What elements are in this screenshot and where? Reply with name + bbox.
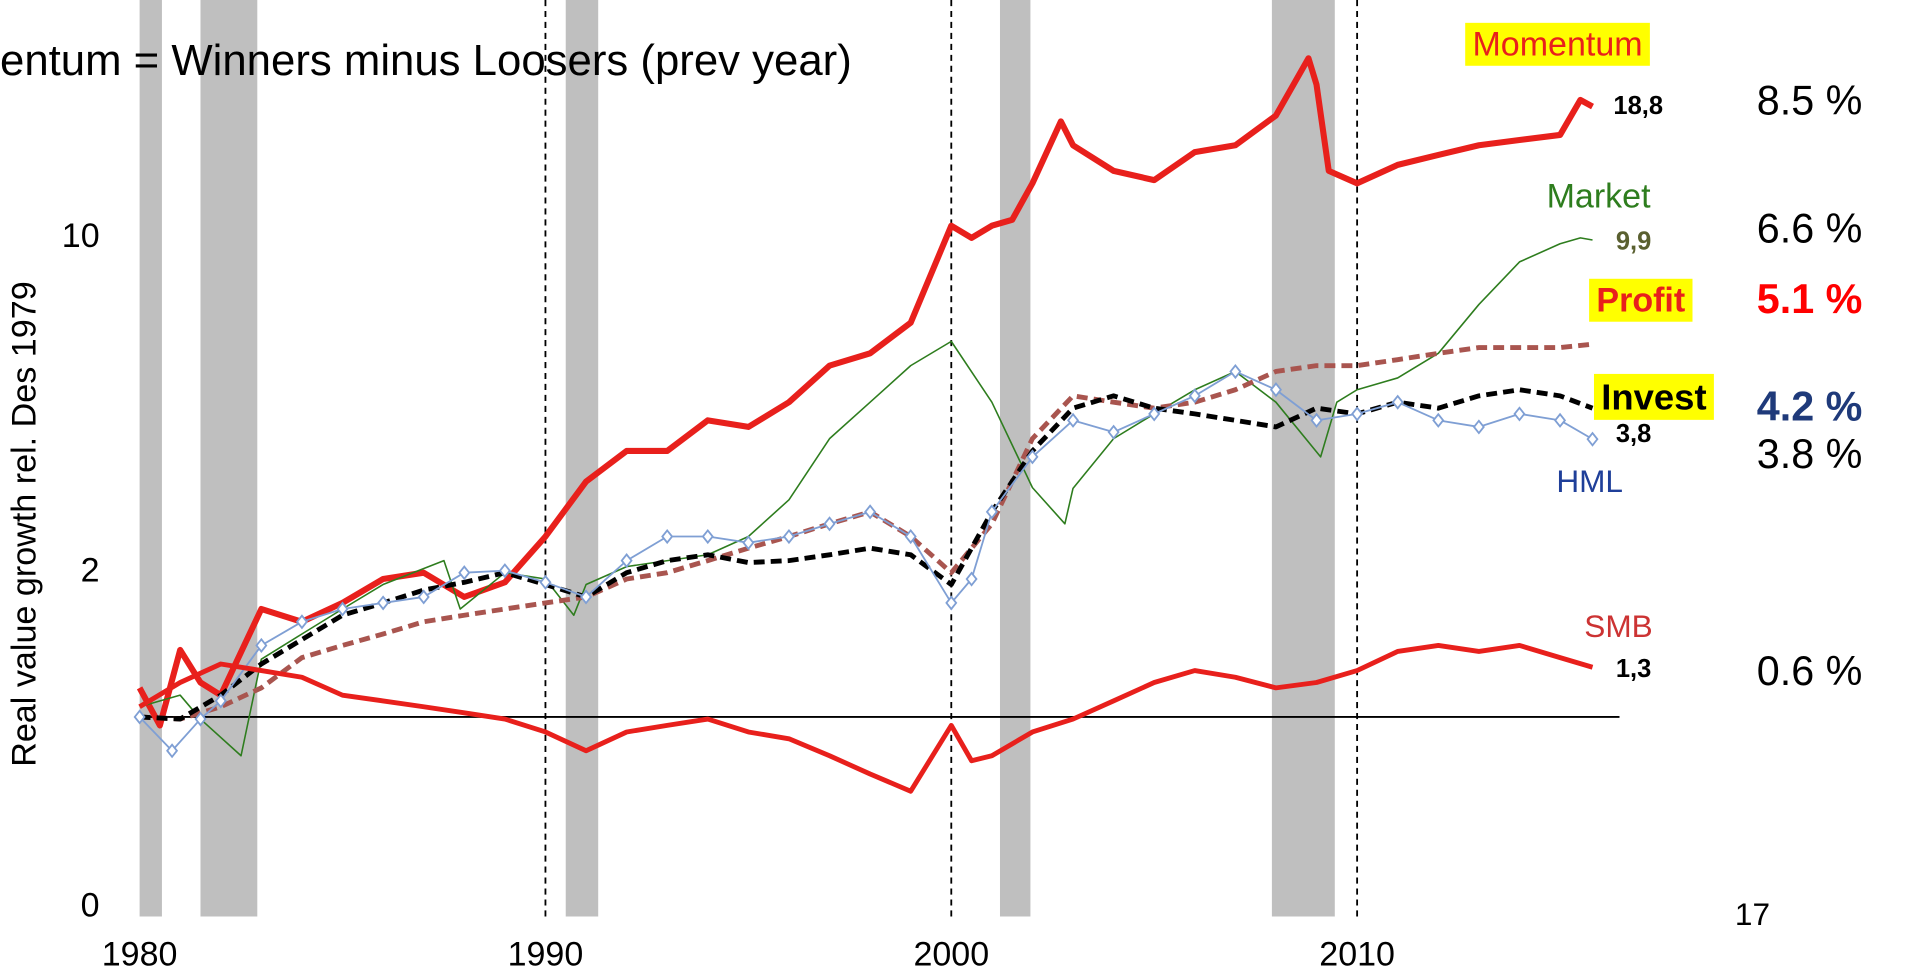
label-highlight <box>1465 22 1650 66</box>
end-value-label: 18,8 <box>1613 92 1663 120</box>
marker <box>336 601 349 617</box>
series-layer <box>133 55 1599 794</box>
marker <box>458 565 471 581</box>
series-label: Momentum <box>1472 25 1642 63</box>
series-label: HML <box>1556 463 1623 499</box>
marker <box>580 589 593 605</box>
y-tick-label: 2 <box>81 552 100 590</box>
annotation: 4.2 % <box>1757 383 1863 429</box>
y-tick-label: 10 <box>62 217 100 255</box>
series-label: Invest <box>1601 376 1706 417</box>
annotation: 6.6 % <box>1757 205 1863 251</box>
y-tick-label: 0 <box>81 887 100 925</box>
marker <box>1148 406 1161 422</box>
marker <box>661 528 674 545</box>
x-tick-label: 2000 <box>913 936 989 974</box>
marker <box>1391 394 1404 410</box>
marker <box>255 637 268 654</box>
annotation: 0.6 % <box>1757 648 1863 694</box>
marker <box>1586 431 1599 447</box>
marker <box>498 563 511 579</box>
marker <box>1026 449 1039 465</box>
end-value-label: 9,9 <box>1616 227 1651 255</box>
marker <box>823 516 836 532</box>
label-highlight <box>1589 278 1693 322</box>
marker <box>620 553 633 569</box>
annotation: 5.1 % <box>1757 276 1863 322</box>
label-highlight <box>1593 373 1714 420</box>
annotation: 3.8 % <box>1757 431 1863 477</box>
marker <box>1269 382 1282 398</box>
y-axis-label: Real value growth rel. Des 1979 <box>6 281 44 766</box>
marker <box>1107 424 1120 440</box>
series-line <box>139 237 1593 757</box>
marker <box>539 574 552 590</box>
marker <box>1310 412 1323 428</box>
marker <box>701 528 714 545</box>
series-line <box>138 643 1594 794</box>
chart-title: entum = Winners minus Loosers (prev year… <box>0 36 852 85</box>
marker <box>1067 412 1080 428</box>
marker <box>1432 412 1445 428</box>
marker <box>133 709 146 725</box>
marker <box>1229 363 1242 380</box>
marker <box>742 535 755 551</box>
marker <box>904 528 917 545</box>
series-line <box>136 55 1594 729</box>
text-layer: entum = Winners minus Loosers (prev year… <box>0 22 1863 974</box>
marker <box>295 614 308 630</box>
marker <box>985 504 998 520</box>
end-value-label: 3,8 <box>1616 420 1651 448</box>
marker <box>945 595 958 611</box>
marker <box>1188 388 1201 404</box>
marker <box>1472 419 1485 435</box>
marker <box>1554 412 1567 428</box>
bands <box>137 0 1620 917</box>
end-value-label: 1,3 <box>1616 655 1651 683</box>
marker <box>864 504 877 520</box>
series-label: Market <box>1547 178 1651 216</box>
marker <box>965 571 978 587</box>
marker <box>1351 406 1364 422</box>
marker <box>782 528 795 545</box>
marker <box>214 693 227 709</box>
series-label: SMB <box>1584 608 1652 644</box>
marker <box>194 711 207 727</box>
marker <box>377 595 390 611</box>
shaded-period <box>565 0 599 917</box>
marker <box>166 743 179 759</box>
series-label: Profit <box>1596 281 1685 319</box>
x-tick-label: 2010 <box>1319 936 1395 974</box>
shaded-period <box>999 0 1031 917</box>
shaded-period <box>200 0 258 917</box>
page-number: 17 <box>1735 896 1770 932</box>
marker <box>1513 406 1526 422</box>
x-tick-label: 1980 <box>102 936 178 974</box>
shaded-period <box>139 0 162 917</box>
marker <box>417 589 430 605</box>
annotation: 8.5 % <box>1757 77 1863 123</box>
x-tick-label: 1990 <box>508 936 584 974</box>
